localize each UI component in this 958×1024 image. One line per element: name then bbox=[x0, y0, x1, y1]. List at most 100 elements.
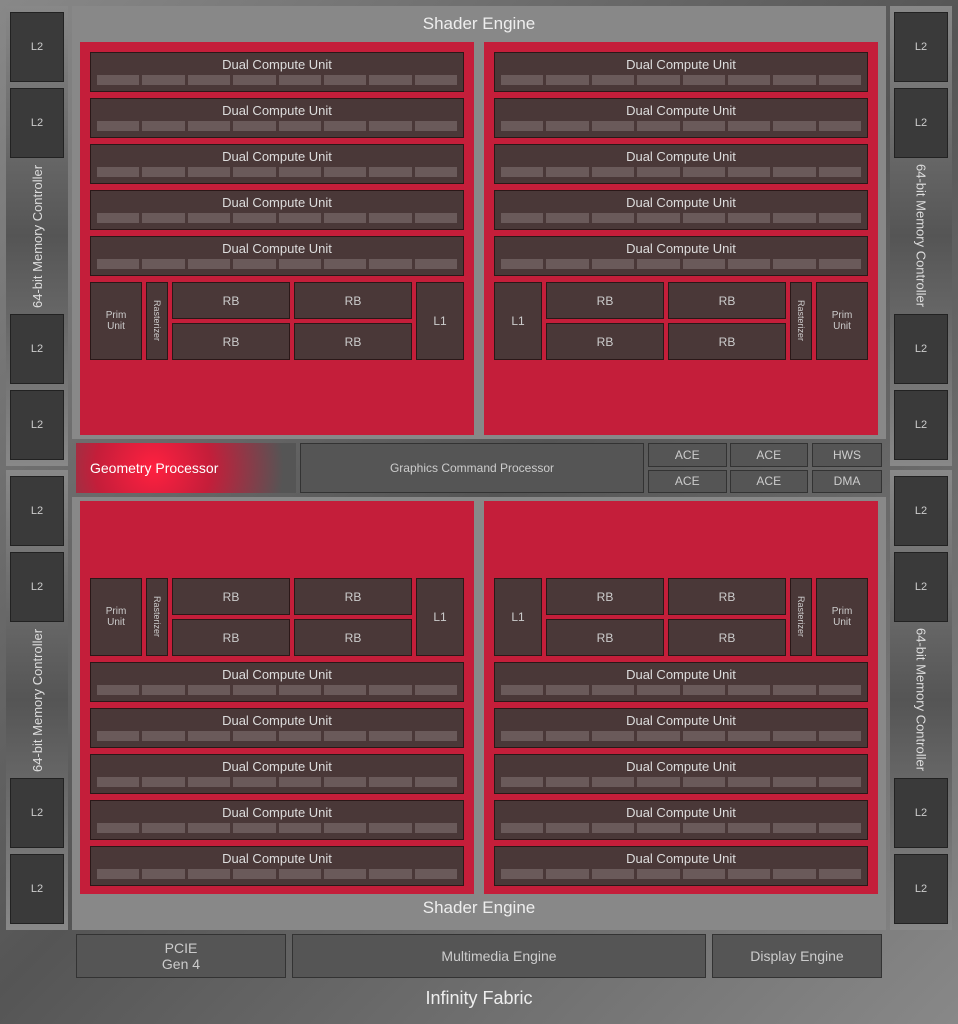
dcu-lane bbox=[324, 685, 366, 695]
dcu-lane bbox=[683, 685, 725, 695]
dcu-lane bbox=[501, 685, 543, 695]
dual-compute-unit: Dual Compute Unit bbox=[90, 52, 464, 92]
mem-controller-label: 64-bit Memory Controller bbox=[914, 626, 929, 774]
dual-compute-unit: Dual Compute Unit bbox=[494, 190, 868, 230]
dcu-lane bbox=[637, 685, 679, 695]
render-backend: RB bbox=[294, 282, 412, 319]
dcu-lane bbox=[188, 869, 230, 879]
dcu-lanes bbox=[97, 685, 457, 695]
shader-engine-bottom: Shader Engine Dual Compute UnitDual Comp… bbox=[72, 497, 886, 930]
dcu-lane bbox=[142, 777, 184, 787]
hws-dma-grid: HWS DMA bbox=[812, 443, 882, 493]
dcu-lane bbox=[728, 777, 770, 787]
dcu-lane bbox=[369, 869, 411, 879]
geometry-processor: Geometry Processor bbox=[76, 443, 296, 493]
dcu-lanes bbox=[501, 167, 861, 177]
shader-engine-body: Dual Compute Unit Dual Compute Unit Dual C… bbox=[76, 501, 882, 894]
dcu-lane bbox=[142, 823, 184, 833]
dcu-lane bbox=[501, 167, 543, 177]
dcu-lane bbox=[683, 213, 725, 223]
dcu-lane bbox=[279, 685, 321, 695]
dcu-lane bbox=[592, 213, 634, 223]
dcu-lane bbox=[188, 121, 230, 131]
l2-cache: L2 bbox=[10, 314, 64, 384]
mem-controller: L2 L2 64-bit Memory Controller L2 L2 bbox=[890, 470, 952, 930]
dcu-lane bbox=[142, 121, 184, 131]
fixed-function-row: PrimUnitRasterizerRBRBRBRBL1 bbox=[90, 282, 464, 360]
dcu-lanes bbox=[501, 259, 861, 269]
l2-cache: L2 bbox=[894, 854, 948, 924]
fixed-function-row: PrimUnitRasterizerRBRBRBRBL1 bbox=[90, 578, 464, 656]
dcu-lane bbox=[546, 869, 588, 879]
ace-block: ACE bbox=[730, 470, 809, 494]
dcu-lane bbox=[819, 869, 861, 879]
dcu-lane bbox=[279, 731, 321, 741]
dcu-lane bbox=[415, 121, 457, 131]
center-column: Shader Engine Dual Compute UnitDual Comp… bbox=[72, 6, 886, 930]
dcu-lane bbox=[233, 75, 275, 85]
dcu-lane bbox=[592, 869, 634, 879]
dcu-lane bbox=[369, 777, 411, 787]
dcu-lanes bbox=[97, 777, 457, 787]
dcu-lanes bbox=[97, 731, 457, 741]
dcu-lane bbox=[415, 259, 457, 269]
dcu-lane bbox=[279, 777, 321, 787]
ace-block: ACE bbox=[648, 470, 727, 494]
dual-compute-unit: Dual Compute Unit bbox=[494, 236, 868, 276]
render-backend: RB bbox=[294, 578, 412, 615]
render-backend: RB bbox=[294, 619, 412, 656]
dcu-label: Dual Compute Unit bbox=[97, 241, 457, 259]
mem-col-left: L2 L2 64-bit Memory Controller L2 L2 L2 … bbox=[6, 6, 68, 930]
dcu-lane bbox=[97, 213, 139, 223]
dcu-lane bbox=[324, 121, 366, 131]
fixed-function-row: L1RBRBRBRBRasterizerPrimUnit bbox=[494, 578, 868, 656]
dcu-label: Dual Compute Unit bbox=[97, 851, 457, 869]
dcu-lane bbox=[683, 121, 725, 131]
dcu-lane bbox=[773, 823, 815, 833]
dual-compute-unit: Dual Compute Unit bbox=[90, 846, 464, 886]
dcu-lane bbox=[819, 731, 861, 741]
dcu-lane bbox=[233, 121, 275, 131]
dcu-lane bbox=[279, 167, 321, 177]
dcu-lane bbox=[592, 121, 634, 131]
l2-cache: L2 bbox=[10, 88, 64, 158]
rb-grid: RBRBRBRB bbox=[172, 282, 412, 360]
dcu-lanes bbox=[501, 685, 861, 695]
dcu-lane bbox=[233, 259, 275, 269]
dual-compute-unit: Dual Compute Unit bbox=[90, 662, 464, 702]
dcu-lanes bbox=[97, 75, 457, 85]
dcu-label: Dual Compute Unit bbox=[97, 57, 457, 75]
l2-stack: L2 L2 bbox=[894, 778, 948, 924]
dcu-lanes bbox=[97, 259, 457, 269]
ace-block: ACE bbox=[730, 443, 809, 467]
dcu-label: Dual Compute Unit bbox=[501, 149, 861, 167]
l2-cache: L2 bbox=[10, 390, 64, 460]
dcu-lane bbox=[728, 823, 770, 833]
dcu-lane bbox=[501, 777, 543, 787]
dcu-label: Dual Compute Unit bbox=[501, 713, 861, 731]
dcu-lane bbox=[728, 75, 770, 85]
dcu-lane bbox=[279, 259, 321, 269]
shader-engine-top: Shader Engine Dual Compute UnitDual Comp… bbox=[72, 6, 886, 439]
dcu-lane bbox=[683, 869, 725, 879]
dcu-lane bbox=[546, 731, 588, 741]
dcu-lane bbox=[819, 685, 861, 695]
rb-grid: RBRBRBRB bbox=[172, 578, 412, 656]
l2-cache: L2 bbox=[894, 314, 948, 384]
dcu-lane bbox=[97, 75, 139, 85]
render-backend: RB bbox=[172, 282, 290, 319]
dcu-lanes bbox=[501, 731, 861, 741]
dcu-lanes bbox=[501, 75, 861, 85]
dcu-lane bbox=[233, 777, 275, 787]
dcu-lane bbox=[728, 213, 770, 223]
l2-cache: L2 bbox=[10, 476, 64, 546]
dcu-lane bbox=[819, 259, 861, 269]
dcu-lane bbox=[546, 685, 588, 695]
dcu-lane bbox=[324, 777, 366, 787]
dcu-lane bbox=[819, 213, 861, 223]
mem-controller-label: 64-bit Memory Controller bbox=[914, 162, 929, 310]
dcu-lane bbox=[546, 167, 588, 177]
dcu-lane bbox=[546, 259, 588, 269]
dcu-lane bbox=[97, 685, 139, 695]
mem-controller: L2 L2 64-bit Memory Controller L2 L2 bbox=[6, 6, 68, 466]
